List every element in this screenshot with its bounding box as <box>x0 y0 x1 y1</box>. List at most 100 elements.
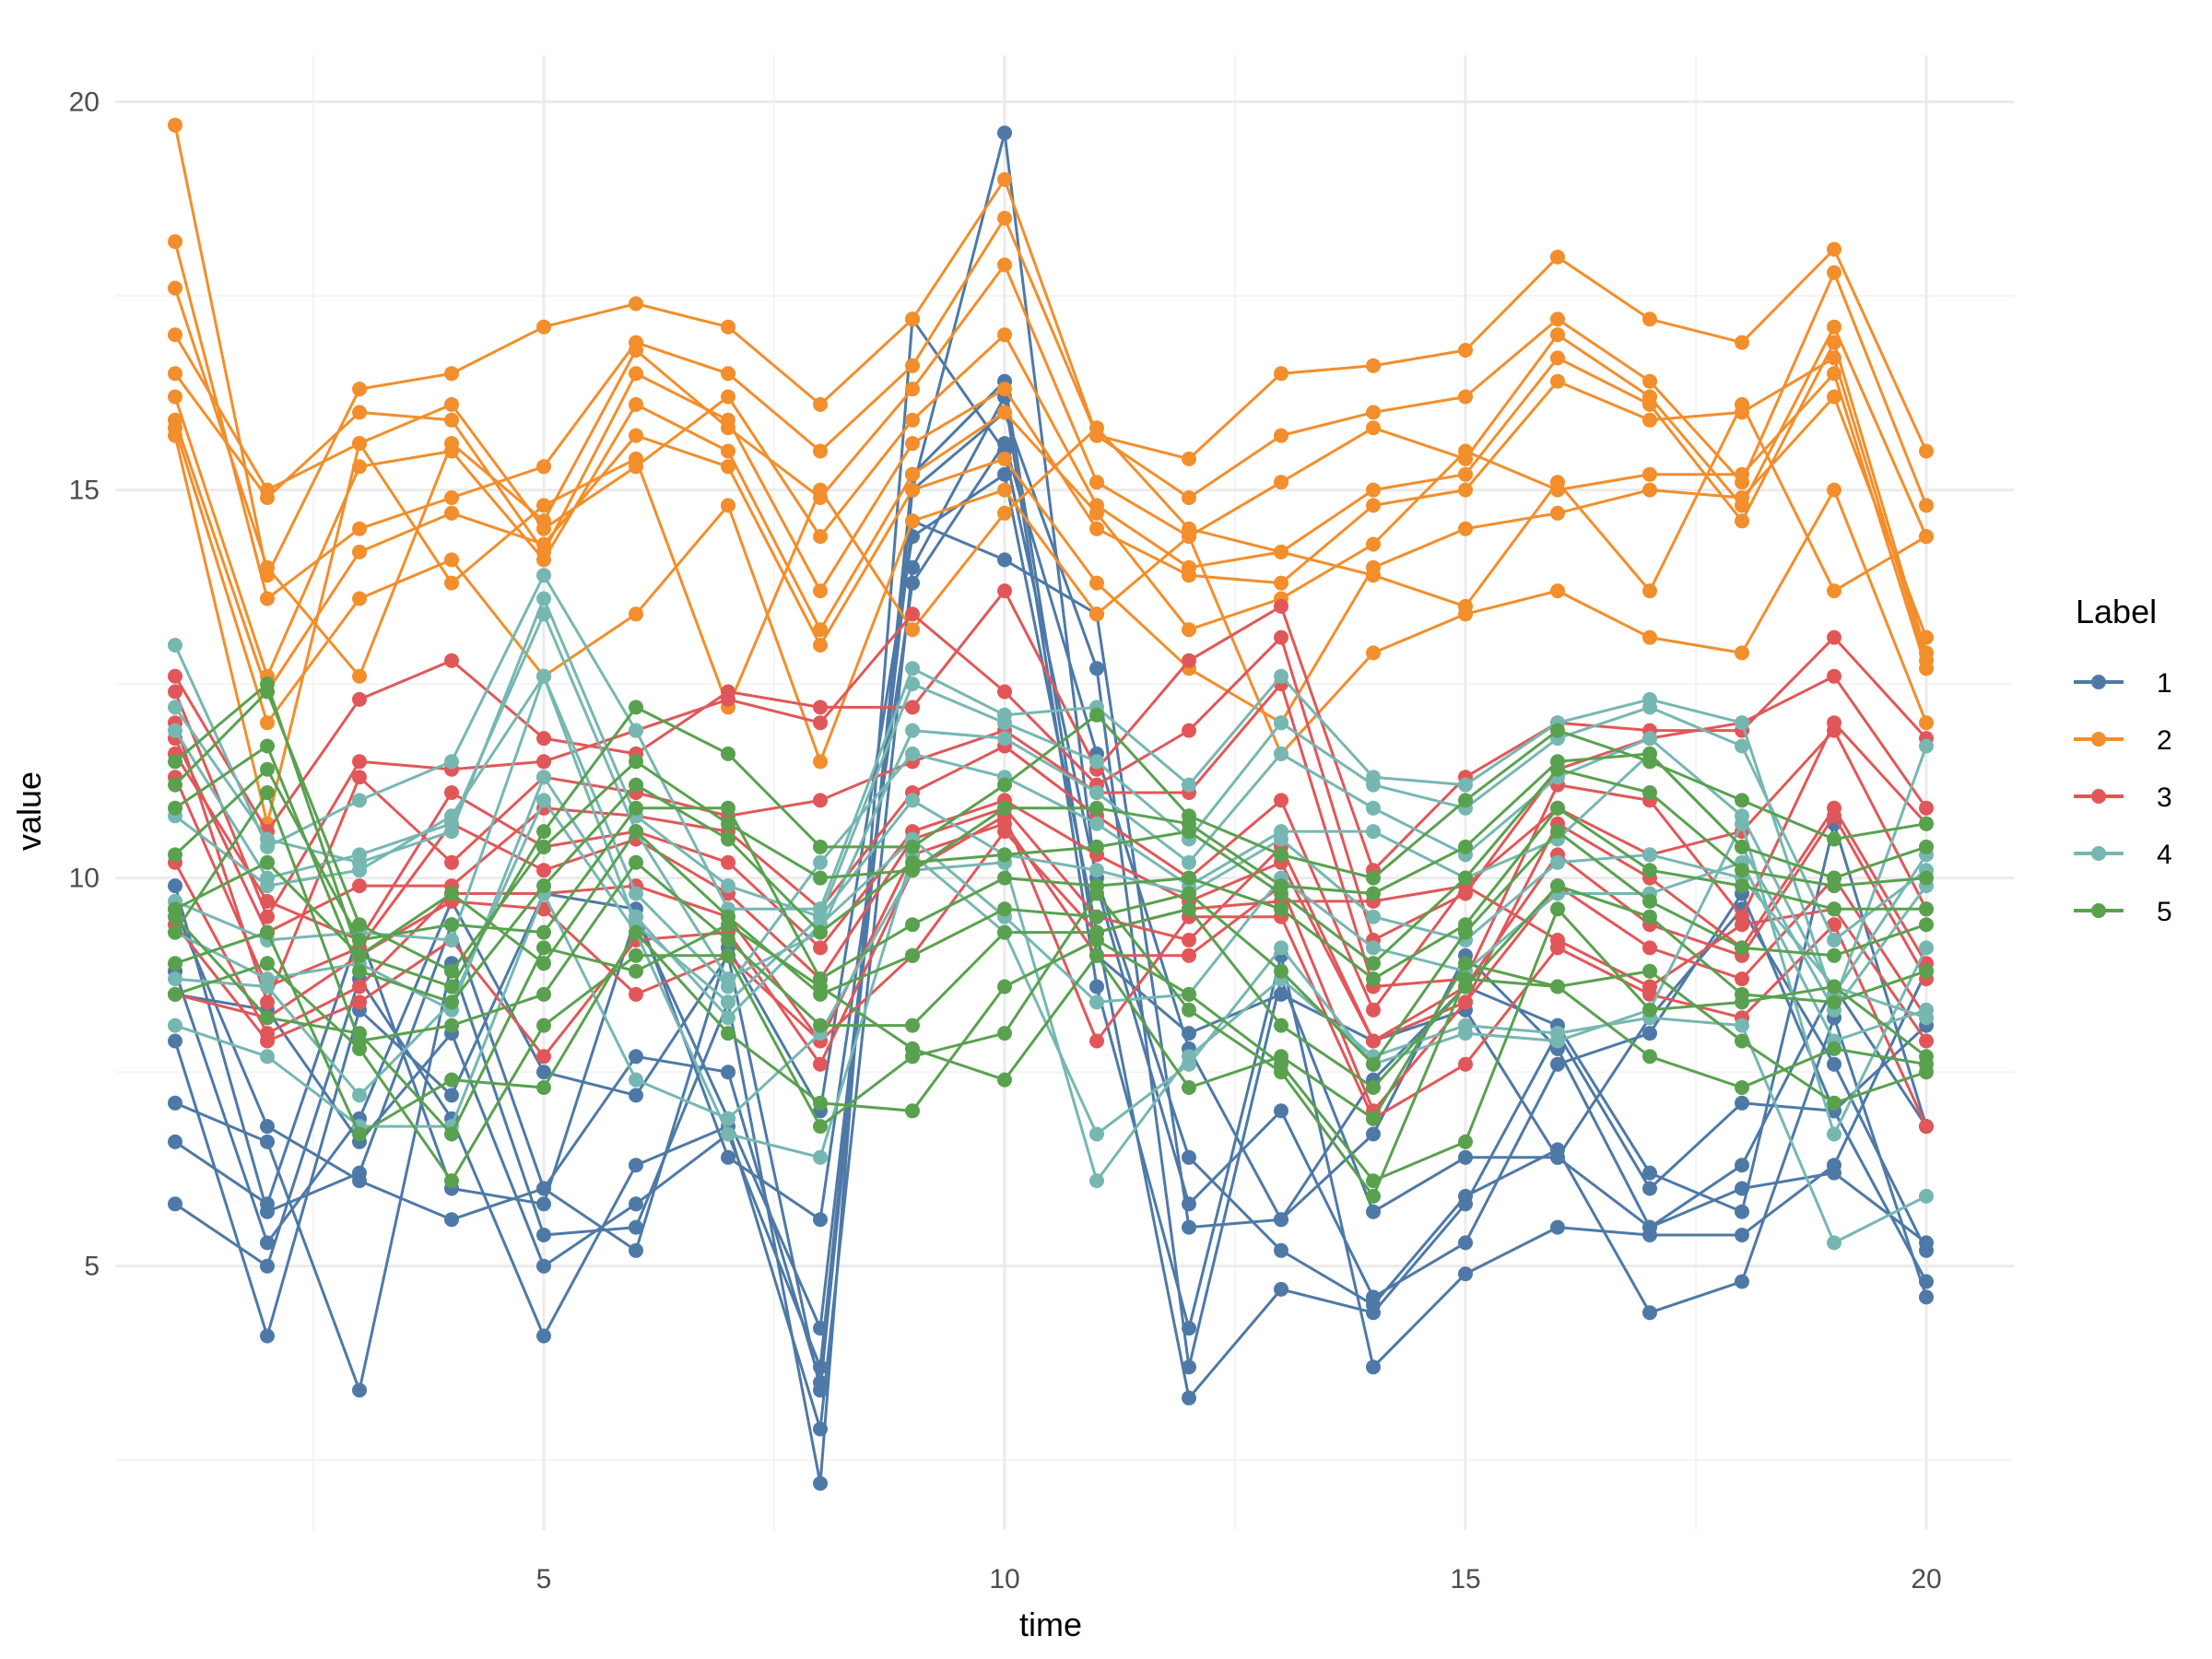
data-point <box>1642 909 1657 924</box>
data-point <box>1827 933 1841 947</box>
data-point <box>1919 1119 1934 1135</box>
data-point <box>1919 529 1934 545</box>
data-point <box>629 754 643 770</box>
data-point <box>536 863 551 878</box>
data-point <box>1366 800 1381 816</box>
data-point <box>721 816 735 831</box>
series-line <box>173 403 1927 826</box>
data-point <box>1182 490 1196 505</box>
data-point <box>1089 475 1104 490</box>
data-point <box>536 668 551 684</box>
data-point <box>1919 1188 1934 1204</box>
x-tick-label: 20 <box>1911 1564 1941 1594</box>
data-point <box>813 622 828 638</box>
data-point <box>1182 622 1196 638</box>
data-point <box>721 917 735 933</box>
data-point <box>1182 1049 1196 1065</box>
data-point <box>1735 994 1749 1010</box>
data-point <box>1089 754 1104 770</box>
data-point <box>1919 901 1934 917</box>
data-point <box>997 382 1012 397</box>
series-line <box>174 798 1928 1159</box>
data-point <box>1366 940 1381 956</box>
series-layer <box>168 117 1934 1491</box>
data-point <box>168 366 182 382</box>
data-point <box>905 1103 920 1119</box>
data-point <box>1550 350 1565 366</box>
data-point <box>1274 847 1288 863</box>
data-point <box>1827 350 1841 366</box>
data-point <box>352 963 367 979</box>
data-point <box>905 1018 920 1033</box>
legend-key-point <box>2091 903 2106 918</box>
data-point <box>1366 482 1381 498</box>
data-point <box>444 443 459 459</box>
data-point <box>629 343 643 358</box>
data-point <box>997 901 1012 917</box>
data-point <box>352 793 367 808</box>
data-point <box>1182 1026 1196 1041</box>
data-point <box>168 723 182 738</box>
data-point <box>905 746 920 761</box>
data-point <box>536 536 551 552</box>
data-point <box>1182 568 1196 583</box>
data-point <box>260 1258 275 1274</box>
data-point <box>168 1095 182 1111</box>
data-point <box>997 684 1012 700</box>
data-point <box>721 691 735 707</box>
data-point <box>629 986 643 1002</box>
data-point <box>536 824 551 840</box>
data-point <box>1919 443 1934 459</box>
data-point <box>1735 863 1749 878</box>
data-point <box>1550 1056 1565 1072</box>
series-line <box>173 682 1928 1004</box>
data-point <box>352 544 367 559</box>
data-point <box>1827 917 1841 933</box>
data-point <box>1919 498 1934 513</box>
data-point <box>1642 940 1657 956</box>
data-point <box>629 800 643 816</box>
data-point <box>1735 1018 1749 1033</box>
data-point <box>536 770 551 785</box>
data-point <box>1458 839 1473 854</box>
data-point <box>905 606 920 622</box>
data-point <box>536 731 551 747</box>
x-tick-label: 5 <box>536 1564 552 1594</box>
data-point <box>1089 863 1104 878</box>
data-point <box>1182 777 1196 793</box>
data-point <box>1182 723 1196 738</box>
data-point <box>352 878 367 894</box>
data-point <box>1735 917 1749 933</box>
data-point <box>997 451 1012 466</box>
y-tick-label: 20 <box>69 88 100 118</box>
data-point <box>1550 854 1565 870</box>
series-line <box>173 217 1928 600</box>
data-point <box>536 1228 551 1242</box>
data-point <box>1274 1049 1288 1065</box>
data-point <box>1089 661 1104 677</box>
data-point <box>629 366 643 382</box>
data-point <box>1642 312 1657 327</box>
data-point <box>1182 1149 1196 1165</box>
series-line <box>173 822 1928 1112</box>
data-point <box>352 1088 367 1103</box>
data-point <box>168 700 182 715</box>
data-point <box>1274 575 1288 591</box>
data-point <box>1735 839 1749 854</box>
data-point <box>352 521 367 536</box>
data-point <box>1827 265 1841 280</box>
data-point <box>1274 366 1288 382</box>
data-point <box>1827 668 1841 684</box>
data-point <box>1642 629 1657 645</box>
data-point <box>1642 979 1657 994</box>
data-point <box>721 412 735 428</box>
data-point <box>1919 940 1934 956</box>
data-point <box>444 808 459 824</box>
data-point <box>536 986 551 1002</box>
data-point <box>1182 521 1196 536</box>
data-point <box>1642 1181 1657 1196</box>
legend-item-2: 2 <box>2074 725 2172 756</box>
data-point <box>813 583 828 599</box>
data-point <box>629 700 643 715</box>
data-point <box>1458 777 1473 793</box>
